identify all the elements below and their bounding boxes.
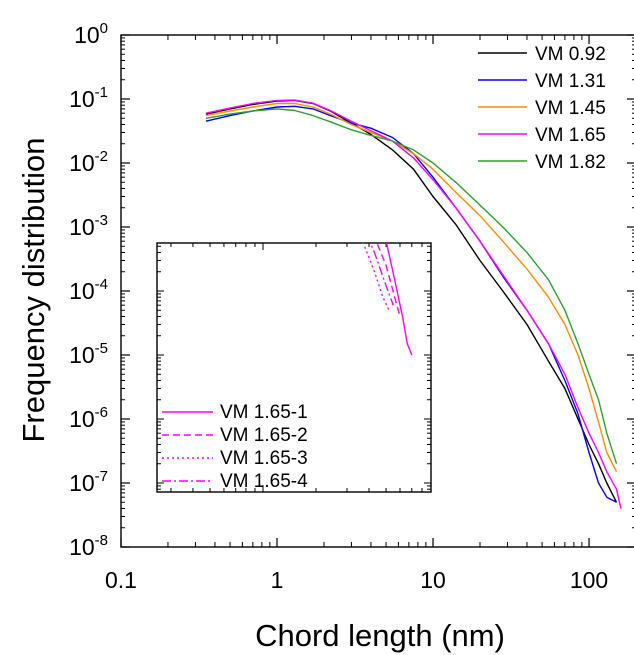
y-tick-label: 10-1 bbox=[69, 84, 108, 112]
y-tick-label: 10-3 bbox=[69, 212, 108, 240]
main-series-group bbox=[205, 99, 622, 509]
x-tick-label: 1 bbox=[271, 567, 284, 593]
y-axis-title: Frequency distribution bbox=[16, 138, 51, 443]
inset-legend-label: VM 1.65-3 bbox=[220, 448, 308, 469]
y-tick-label: 10-5 bbox=[69, 340, 108, 368]
inset-plot: VM 1.65-1VM 1.65-2VM 1.65-3VM 1.65-4 bbox=[148, 242, 432, 493]
series-line bbox=[205, 108, 618, 464]
series-line bbox=[205, 102, 618, 473]
x-axis-title: Chord length (nm) bbox=[255, 618, 505, 653]
inset-background bbox=[148, 243, 431, 492]
inset-axis-ticks bbox=[157, 243, 431, 492]
inset-series-group bbox=[362, 243, 413, 356]
y-tick-label: 100 bbox=[74, 20, 108, 48]
inset-legend-label: VM 1.65-1 bbox=[220, 402, 308, 423]
main-axis-ticks bbox=[120, 34, 634, 548]
series-line bbox=[205, 105, 617, 503]
inset-series-line bbox=[385, 243, 413, 356]
legend-label: VM 1.31 bbox=[535, 71, 606, 92]
inset-legend: VM 1.65-1VM 1.65-2VM 1.65-3VM 1.65-4 bbox=[162, 402, 308, 492]
inset-plot-frame bbox=[156, 242, 432, 493]
y-tick-label: 10-4 bbox=[69, 276, 108, 304]
legend-label: VM 0.92 bbox=[535, 44, 606, 65]
y-tick-label: 10-6 bbox=[69, 404, 108, 432]
inset-legend-label: VM 1.65-4 bbox=[220, 471, 308, 492]
main-plot: 0.1 1 10 100 100 10-1 10-2 10-3 10-4 10-5 10-6 10-7… bbox=[16, 20, 634, 653]
y-tick-label: 10-8 bbox=[69, 532, 108, 560]
y-tick-label: 10-2 bbox=[69, 148, 108, 176]
inset-legend-label: VM 1.65-2 bbox=[220, 425, 308, 446]
x-tick-label: 10 bbox=[420, 567, 446, 593]
legend-label: VM 1.45 bbox=[535, 98, 606, 119]
legend-label: VM 1.65 bbox=[535, 125, 606, 146]
y-tick-label: 10-7 bbox=[69, 468, 108, 496]
x-tick-label: 100 bbox=[570, 567, 608, 593]
x-tick-label: 0.1 bbox=[105, 567, 137, 593]
legend-label: VM 1.82 bbox=[535, 152, 606, 173]
series-line bbox=[205, 99, 622, 509]
main-tick-labels: 0.1 1 10 100 100 10-1 10-2 10-3 10-4 10-5 10-6 10-7… bbox=[69, 20, 608, 593]
main-legend: VM 0.92 VM 1.31 VM 1.45 VM 1.65 VM 1.82 bbox=[478, 44, 606, 173]
